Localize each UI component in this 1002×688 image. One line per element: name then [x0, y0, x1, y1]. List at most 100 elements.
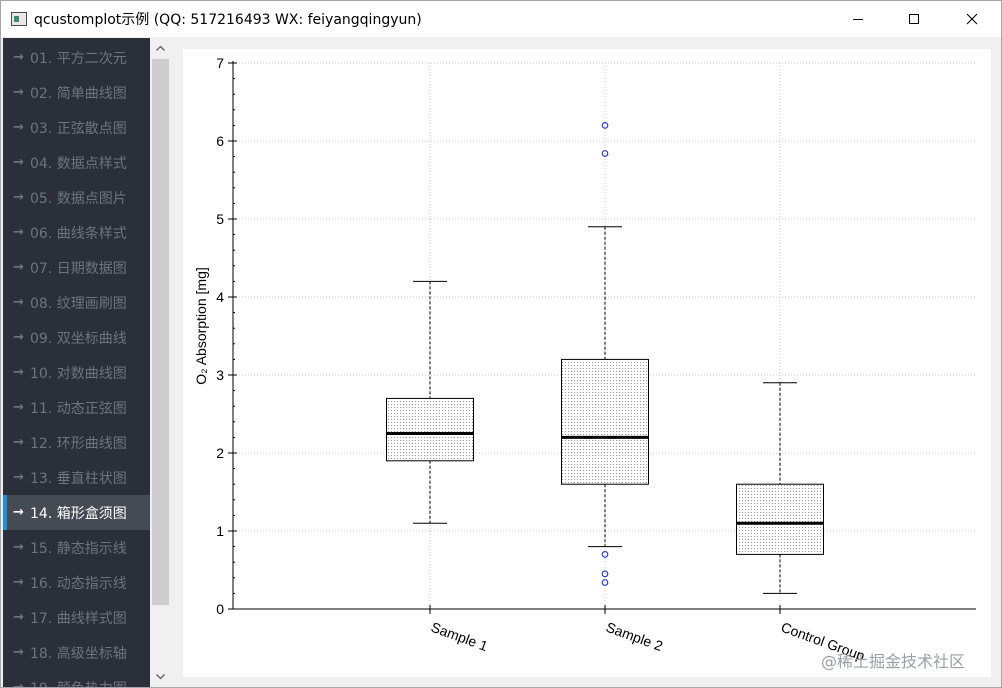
sidebar-item-label: 03. 正弦散点图: [30, 120, 127, 137]
sidebar-item-12[interactable]: → 12. 环形曲线图: [3, 425, 150, 460]
y-tick-label: 0: [216, 601, 224, 617]
boxes: [386, 122, 824, 594]
outlier-point: [601, 150, 609, 157]
x-tick-label: Sample 2: [604, 619, 665, 654]
arrow-right-icon: →: [13, 260, 24, 275]
close-button[interactable]: [949, 1, 995, 37]
arrow-right-icon: →: [13, 120, 24, 135]
sidebar-item-01[interactable]: → 01. 平方二次元: [3, 40, 150, 75]
arrow-right-icon: →: [13, 365, 24, 380]
maximize-icon: [909, 14, 919, 24]
sidebar-item-label: 04. 数据点样式: [30, 155, 127, 172]
maximize-button[interactable]: [891, 1, 937, 37]
scroll-down-button[interactable]: [150, 667, 171, 687]
arrow-right-icon: →: [13, 400, 24, 415]
outlier-point: [601, 122, 609, 129]
sidebar-item-14[interactable]: → 14. 箱形盒须图: [3, 495, 150, 530]
arrow-right-icon: →: [13, 225, 24, 240]
sidebar-item-label: 17. 曲线样式图: [30, 610, 127, 627]
box-1: [386, 280, 474, 524]
sidebar-item-17[interactable]: → 17. 曲线样式图: [3, 600, 150, 635]
y-tick-label: 4: [216, 289, 224, 305]
y-tick-label: 7: [216, 55, 224, 71]
sidebar-scrollbar[interactable]: [150, 38, 171, 687]
arrow-right-icon: →: [13, 295, 24, 310]
sidebar-item-07[interactable]: → 07. 日期数据图: [3, 250, 150, 285]
sidebar-item-label: 08. 纹理画刷图: [30, 295, 127, 312]
y-tick-label: 6: [216, 133, 224, 149]
box-3: [736, 382, 824, 594]
arrow-right-icon: →: [13, 50, 24, 65]
sidebar-item-label: 10. 对数曲线图: [30, 365, 127, 382]
y-tick-label: 3: [216, 367, 224, 383]
sidebar-item-label: 05. 数据点图片: [30, 190, 127, 207]
sidebar-item-label: 02. 简单曲线图: [30, 85, 127, 102]
sidebar-item-16[interactable]: → 16. 动态指示线: [3, 565, 150, 600]
y-tick-label: 5: [216, 211, 224, 227]
x-tick-label: Sample 1: [429, 619, 490, 654]
box-body: [561, 358, 649, 485]
arrow-right-icon: →: [13, 610, 24, 625]
arrow-right-icon: →: [13, 540, 24, 555]
y-axis-label: O₂ Absorption [mg]: [193, 267, 209, 385]
minimize-icon: [853, 19, 863, 20]
sidebar-item-label: 13. 垂直柱状图: [30, 470, 127, 487]
scroll-up-button[interactable]: [150, 38, 171, 58]
watermark-text: @稀土掘金技术社区: [821, 652, 966, 671]
box-body: [386, 397, 474, 462]
arrow-right-icon: →: [13, 575, 24, 590]
arrow-right-icon: →: [13, 680, 27, 687]
sidebar-item-11[interactable]: → 11. 动态正弦图: [3, 390, 150, 425]
arrow-right-icon: →: [13, 155, 24, 170]
sidebar-item-label: 01. 平方二次元: [30, 50, 127, 67]
sidebar-item-13[interactable]: → 13. 垂直柱状图: [3, 460, 150, 495]
sidebar-item-label: 16. 动态指示线: [30, 575, 127, 592]
chevron-up-icon: [156, 45, 165, 51]
sidebar-item-label: 18. 高级坐标轴: [30, 645, 127, 662]
sidebar-item-label: 06. 曲线条样式: [30, 225, 127, 242]
sidebar-item-label: 19. 颜色热力图: [30, 678, 127, 688]
sidebar-item-18[interactable]: → 18. 高级坐标轴: [3, 635, 150, 670]
arrow-right-icon: →: [13, 645, 24, 660]
sidebar-item-08[interactable]: → 08. 纹理画刷图: [3, 285, 150, 320]
box-2: [561, 122, 649, 586]
plot-widget[interactable]: 0 1 2 3 4 5 6 7 Sample 1 Sample 2 Control Group O₂ …: [183, 49, 991, 677]
outlier-point: [601, 551, 609, 558]
sidebar-item-label: 09. 双坐标曲线: [30, 330, 127, 347]
minimize-button[interactable]: [835, 1, 881, 37]
scroll-thumb[interactable]: [152, 59, 169, 605]
sidebar-item-09[interactable]: → 09. 双坐标曲线: [3, 320, 150, 355]
arrow-right-icon: →: [13, 190, 24, 205]
arrow-right-icon: →: [13, 435, 24, 450]
y-tick-label: 2: [216, 445, 224, 461]
sidebar-item-02[interactable]: → 02. 简单曲线图: [3, 75, 150, 110]
sidebar-item-15[interactable]: → 15. 静态指示线: [3, 530, 150, 565]
outlier-point: [601, 570, 609, 578]
box-body: [736, 483, 824, 555]
grid-lines: [233, 62, 976, 609]
sidebar-item-label: 15. 静态指示线: [30, 540, 127, 557]
sidebar-item-06[interactable]: → 06. 曲线条样式: [3, 215, 150, 250]
chevron-down-icon: [156, 674, 165, 680]
sidebar-item-label: 07. 日期数据图: [30, 260, 127, 277]
title-bar: qcustomplot示例 (QQ: 517216493 WX: feiyang…: [1, 1, 1001, 37]
sidebar-item-05[interactable]: → 05. 数据点图片: [3, 180, 150, 215]
outlier-point: [601, 579, 609, 586]
y-tick-label: 1: [216, 523, 224, 539]
close-icon: [966, 13, 978, 25]
sidebar-item-label: 12. 环形曲线图: [30, 435, 127, 452]
window-title: qcustomplot示例 (QQ: 517216493 WX: feiyang…: [34, 12, 422, 28]
sidebar-item-label: 11. 动态正弦图: [30, 400, 127, 417]
arrow-right-icon: →: [13, 470, 24, 485]
sidebar-item-04[interactable]: → 04. 数据点样式: [3, 145, 150, 180]
arrow-right-icon: →: [13, 505, 24, 520]
app-icon: [11, 12, 27, 26]
arrow-right-icon: →: [13, 330, 24, 345]
sidebar-item-19[interactable]: →19. 颜色热力图: [3, 670, 150, 687]
navigation-sidebar: → 01. 平方二次元 → 02. 简单曲线图 → 03. 正弦散点图 → 04. 数据点样式…: [3, 38, 150, 687]
sidebar-item-10[interactable]: → 10. 对数曲线图: [3, 355, 150, 390]
sidebar-item-label: 14. 箱形盒须图: [30, 505, 127, 522]
sidebar-item-03[interactable]: → 03. 正弦散点图: [3, 110, 150, 145]
